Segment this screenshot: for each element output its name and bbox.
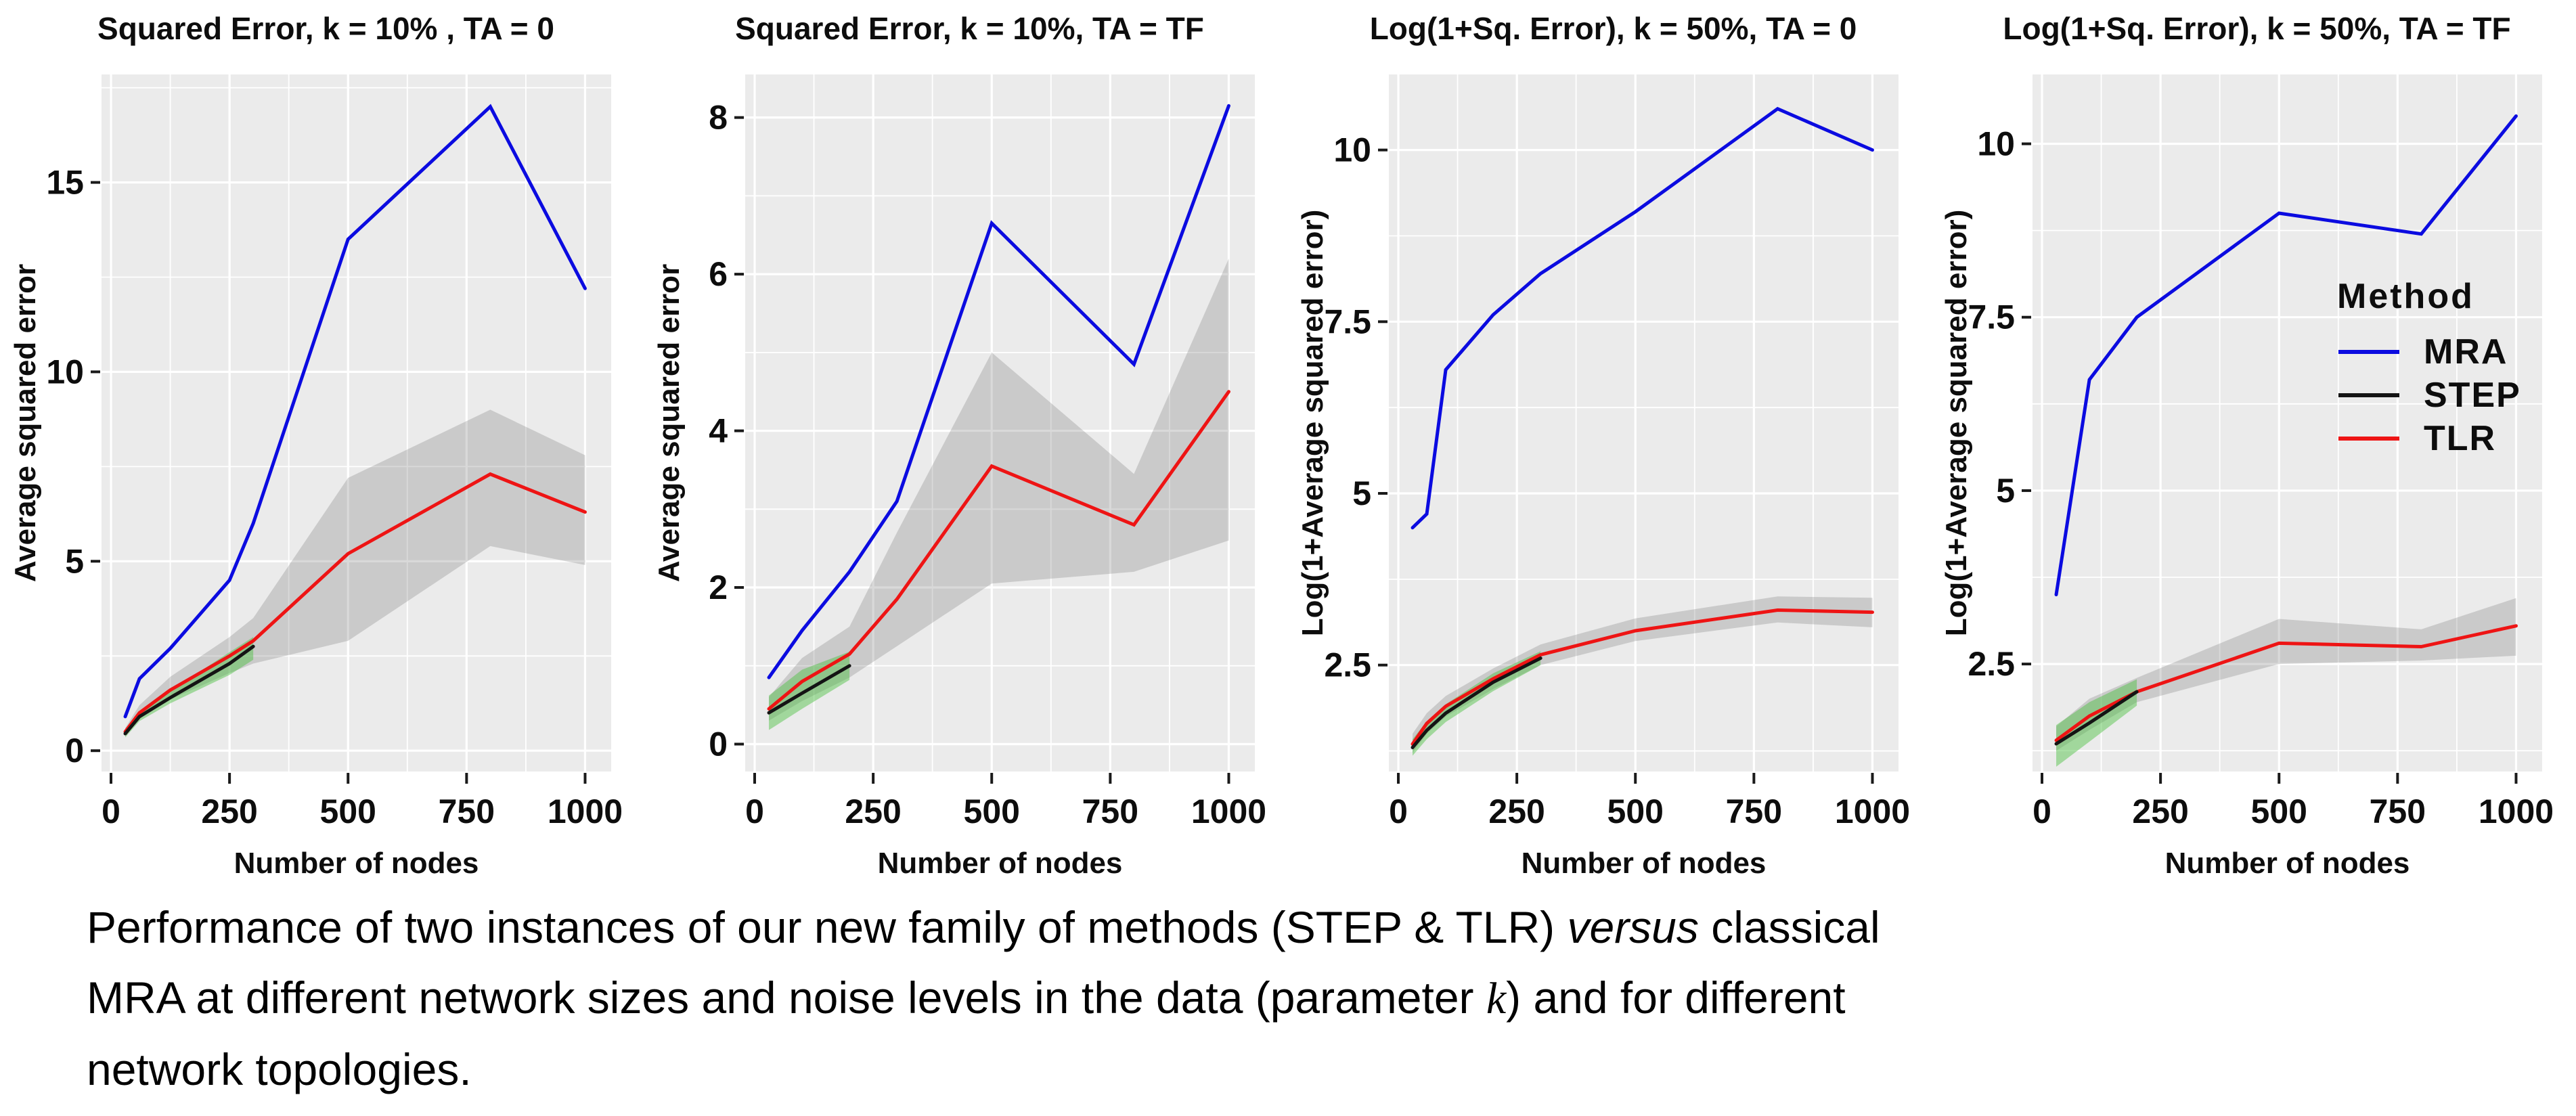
- tlr-ci-ribbon: [2056, 598, 2516, 751]
- panel-title: Squared Error, k = 10%, TA = TF: [735, 11, 1204, 46]
- x-axis-label: Number of nodes: [2165, 847, 2410, 880]
- x-tick-label: 500: [964, 793, 1020, 830]
- y-axis-label: Average squared error: [9, 264, 42, 582]
- tlr-ci-ribbon: [769, 258, 1229, 721]
- y-tick-label: 10: [46, 353, 84, 390]
- chart-svg: 2.5 5 7.5 10 0 250 500 750 1000 Log(1+Sq. Error),…: [1296, 11, 1910, 880]
- x-tick-label: 0: [2033, 793, 2051, 830]
- legend-label-step: STEP: [2424, 376, 2521, 415]
- caption-segment: network topologies.: [87, 1044, 472, 1094]
- x-tick-label: 750: [439, 793, 495, 830]
- x-tick-label: 750: [2370, 793, 2426, 830]
- x-tick-label: 750: [1726, 793, 1782, 830]
- caption-segment: ) and for different: [1506, 973, 1846, 1023]
- x-tick-label: 250: [2132, 793, 2188, 830]
- caption-line: Performance of two instances of our new …: [87, 892, 2537, 962]
- mra-line: [1411, 106, 1874, 530]
- y-tick-label: 2.5: [1324, 646, 1371, 684]
- y-tick-label: 2: [709, 568, 728, 606]
- y-tick-label: 8: [709, 99, 728, 137]
- figure-caption: Performance of two instances of our new …: [87, 892, 2537, 1104]
- x-axis-label: Number of nodes: [234, 847, 479, 880]
- step-line: [123, 644, 255, 736]
- y-tick-label: 5: [65, 542, 84, 580]
- x-tick-label: 250: [201, 793, 257, 830]
- tlr-line: [2054, 624, 2518, 742]
- step-line: [2054, 690, 2139, 746]
- step-line: [1411, 656, 1542, 749]
- x-tick-label: 1000: [2479, 793, 2554, 830]
- panel-title: Log(1+Sq. Error), k = 50%, TA = TF: [2003, 11, 2510, 46]
- y-tick-label: 5: [1996, 472, 2015, 510]
- y-tick-label: 7.5: [1968, 298, 2015, 336]
- mra-line: [123, 104, 587, 719]
- y-tick-label: 2.5: [1968, 645, 2015, 683]
- x-tick-label: 0: [102, 793, 120, 830]
- panel-log-error-ta0: 2.5 5 7.5 10 0 250 500 750 1000 Log(1+Sq. Error),…: [1287, 0, 1931, 880]
- caption-segment: versus: [1567, 902, 1699, 952]
- y-axis-label: Log(1+Average squared error): [1940, 210, 1973, 636]
- panel-log-error-tatf: 2.5 5 7.5 10 0 250 500 750 1000 Log(1+Sq. Error),…: [1931, 0, 2575, 880]
- mra-line: [767, 104, 1230, 679]
- x-tick-label: 1000: [1835, 793, 1910, 830]
- x-tick-label: 0: [745, 793, 764, 830]
- tlr-line: [767, 390, 1230, 711]
- x-axis-label: Number of nodes: [1522, 847, 1767, 880]
- tlr-line: [123, 472, 587, 734]
- y-axis-label: Log(1+Average squared error): [1296, 210, 1329, 636]
- legend-label-tlr: TLR: [2424, 419, 2496, 458]
- x-tick-label: 1000: [1191, 793, 1266, 830]
- step-ci-ribbon: [1413, 651, 1541, 756]
- y-axis-label: Average squared error: [652, 264, 686, 582]
- panel-title: Log(1+Sq. Error), k = 50%, TA = 0: [1370, 11, 1857, 46]
- x-tick-label: 500: [320, 793, 376, 830]
- figure-page: 0 5 10 15 0 250 500 750 1000 Squared Error, k = 1…: [0, 0, 2575, 1094]
- x-tick-label: 250: [1488, 793, 1545, 830]
- caption-segment: classical: [1698, 902, 1880, 952]
- panel-squared-error-tatf: 0 2 4 6 8 0 250 500 750 1000 Squared Error, k = 10…: [644, 0, 1287, 880]
- chart-svg: 2.5 5 7.5 10 0 250 500 750 1000 Log(1+Sq. Error),…: [1940, 11, 2554, 880]
- y-tick-label: 10: [1333, 131, 1371, 169]
- y-tick-label: 0: [65, 732, 84, 769]
- x-tick-label: 500: [1607, 793, 1664, 830]
- y-tick-label: 7.5: [1324, 303, 1371, 340]
- mra-line: [2054, 114, 2518, 597]
- legend: Method MRA STEP TLR: [2337, 277, 2521, 458]
- y-tick-label: 15: [46, 164, 84, 202]
- x-tick-label: 250: [845, 793, 901, 830]
- plot-background: [102, 74, 611, 772]
- panel-title: Squared Error, k = 10% , TA = 0: [97, 11, 554, 46]
- y-tick-label: 5: [1352, 474, 1371, 512]
- caption-segment: Performance of two instances of our new …: [87, 902, 1568, 952]
- x-axis-label: Number of nodes: [878, 847, 1123, 880]
- plot-background: [1389, 74, 1898, 772]
- chart-svg: 0 2 4 6 8 0 250 500 750 1000 Squared Error, k = 10…: [652, 11, 1266, 880]
- step-line: [767, 664, 851, 715]
- panel-squared-error-ta0: 0 5 10 15 0 250 500 750 1000 Squared Error, k = 1…: [0, 0, 644, 880]
- caption-segment: k: [1486, 974, 1507, 1023]
- y-tick-label: 10: [1977, 125, 2015, 162]
- x-tick-label: 0: [1389, 793, 1408, 830]
- x-tick-label: 750: [1082, 793, 1138, 830]
- x-tick-label: 1000: [548, 793, 623, 830]
- y-tick-label: 4: [709, 412, 728, 450]
- tlr-line: [1411, 608, 1874, 746]
- caption-line: MRA at different network sizes and noise…: [87, 962, 2537, 1034]
- x-tick-label: 500: [2251, 793, 2307, 830]
- y-tick-label: 0: [709, 725, 728, 763]
- y-tick-label: 6: [709, 255, 728, 293]
- chart-svg: 0 5 10 15 0 250 500 750 1000 Squared Error, k = 1…: [9, 11, 623, 880]
- caption-segment: MRA at different network sizes and noise…: [87, 973, 1486, 1023]
- legend-label-mra: MRA: [2424, 332, 2508, 372]
- caption-line: network topologies.: [87, 1034, 2537, 1104]
- figure-panels: 0 5 10 15 0 250 500 750 1000 Squared Error, k = 1…: [0, 0, 2575, 880]
- legend-title: Method: [2337, 277, 2474, 316]
